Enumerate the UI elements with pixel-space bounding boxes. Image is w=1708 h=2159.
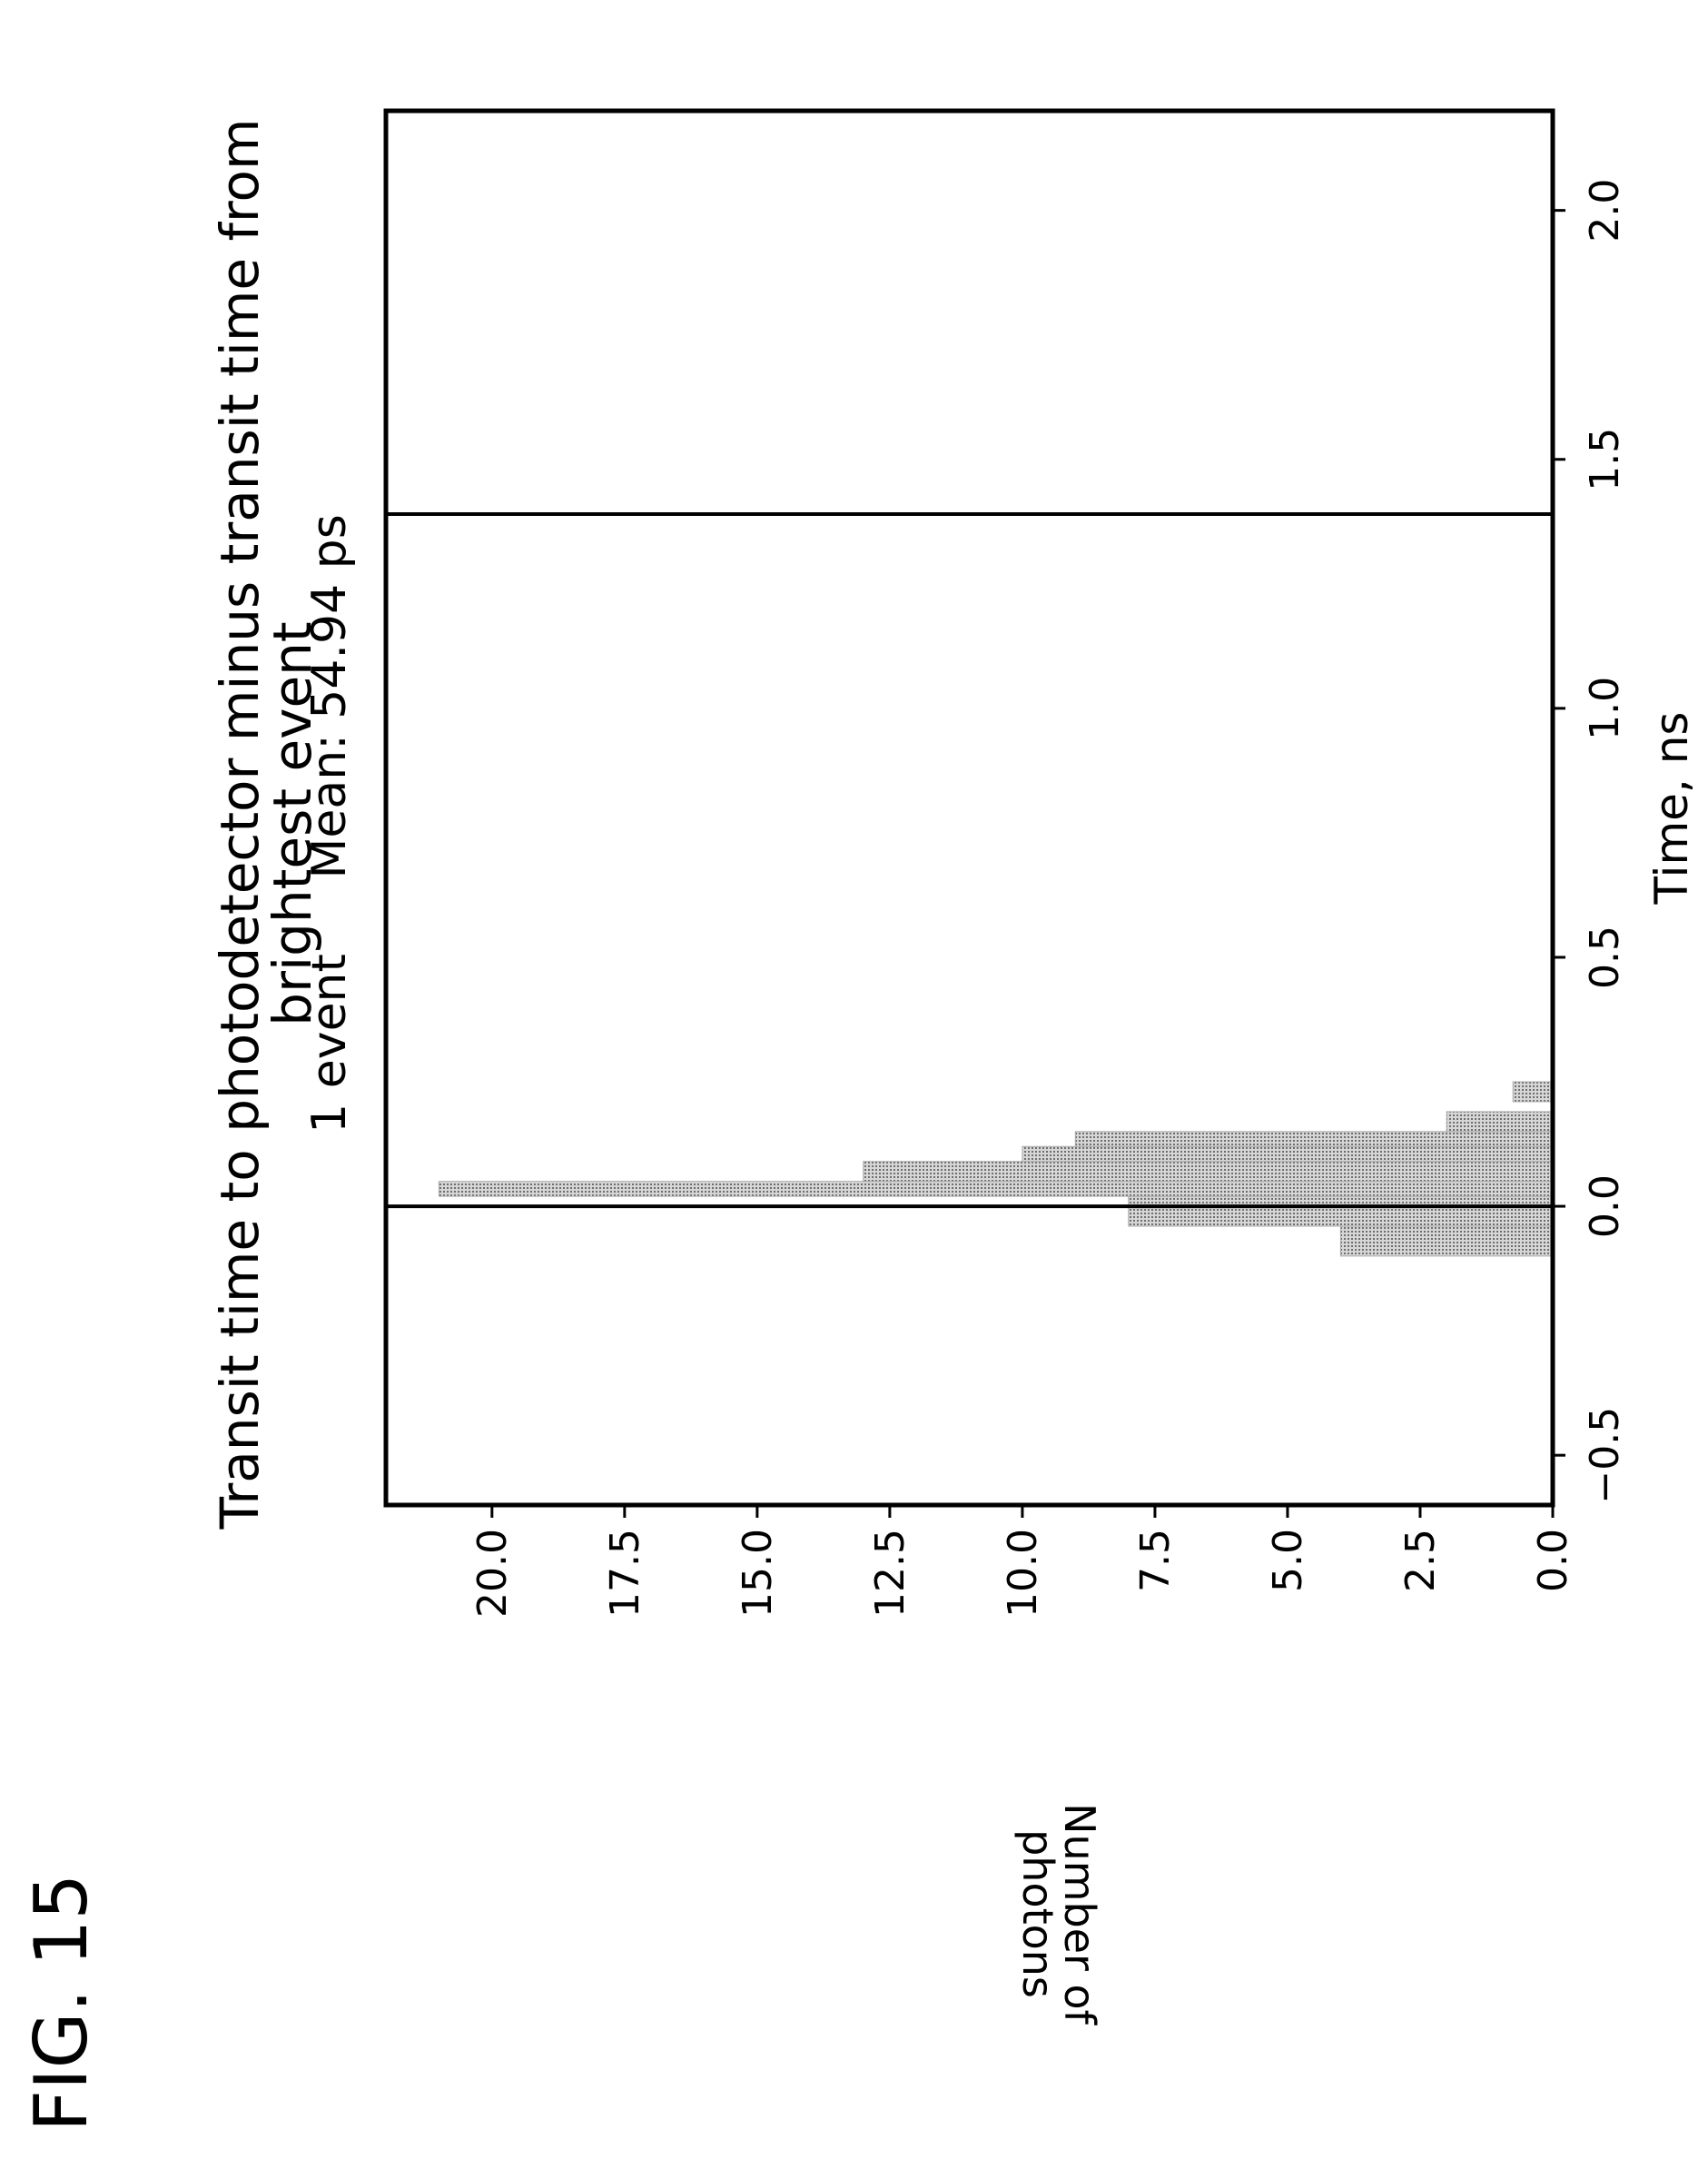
x-tick-label: −0.5	[1582, 1407, 1628, 1504]
histogram-bars	[438, 1081, 1554, 1257]
x-tick-label: 1.0	[1582, 677, 1628, 740]
y-tick-label: 20.0	[469, 1529, 516, 1618]
x-tick-label: 0.0	[1582, 1174, 1628, 1238]
histogram-bar	[1512, 1081, 1554, 1103]
x-axis-label: Time, ns	[1645, 712, 1698, 906]
histogram-bar	[1022, 1145, 1554, 1163]
x-axis-ticks: −0.5 0.0 0.5 1.0 1.5 2.0	[1553, 179, 1628, 1504]
plot-frame	[383, 108, 1555, 1508]
y-tick-label: 17.5	[602, 1529, 648, 1618]
histogram-bar	[1128, 1195, 1554, 1227]
y-tick-label: 10.0	[1000, 1529, 1046, 1618]
histogram-bar	[1446, 1111, 1554, 1133]
histogram-bar	[1074, 1131, 1554, 1147]
histogram-bar	[863, 1161, 1554, 1183]
x-tick-label: 2.0	[1582, 179, 1628, 243]
y-tick-label: 7.5	[1132, 1529, 1179, 1592]
histogram-bar	[438, 1181, 1554, 1197]
y-tick-label: 5.0	[1265, 1529, 1311, 1592]
y-tick-label: 0.0	[1530, 1529, 1576, 1592]
x-tick-label: 0.5	[1582, 926, 1628, 989]
y-axis-ticks: 0.0 2.5 5.0 7.5 10.0 12.5 15.0 17.5 20.0	[469, 1505, 1576, 1618]
histogram-bar	[1339, 1225, 1554, 1257]
y-tick-label: 15.0	[735, 1529, 781, 1618]
y-tick-label: 2.5	[1397, 1529, 1444, 1592]
x-tick-label: 1.5	[1582, 428, 1628, 491]
y-tick-label: 12.5	[867, 1529, 913, 1618]
vertical-markers	[386, 512, 1553, 1209]
